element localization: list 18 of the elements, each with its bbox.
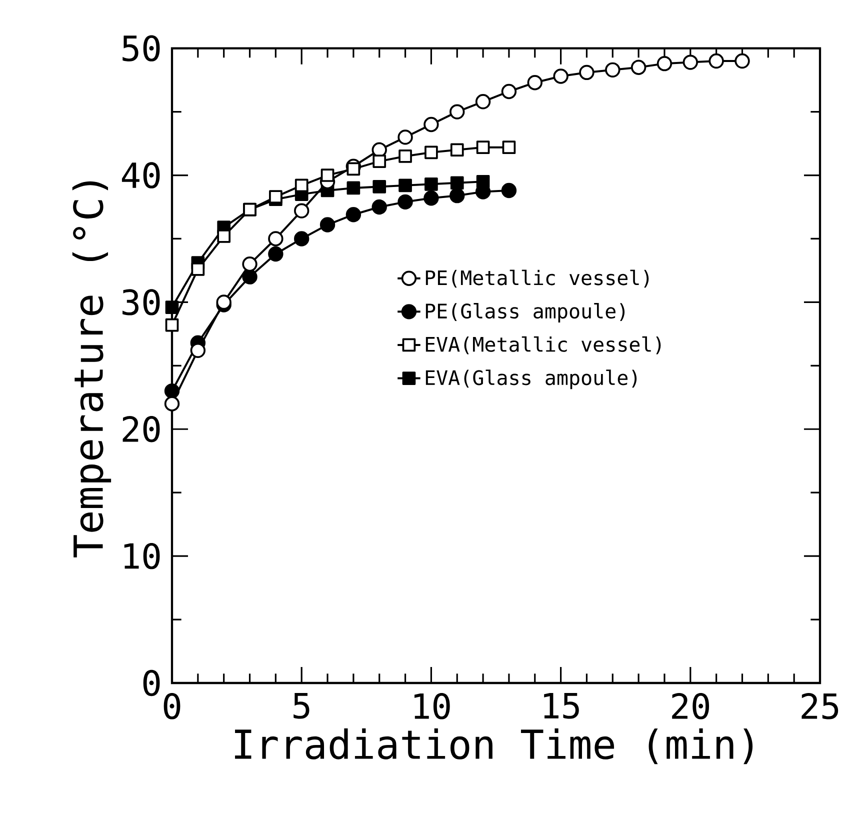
y-tick-label: 20 [122, 416, 160, 442]
y-tick-label: 30 [122, 289, 160, 316]
y-tick-label: 40 [122, 162, 160, 188]
legend-label: EVA(Glass ampoule) [426, 370, 637, 390]
y-tick-label: 10 [124, 542, 160, 570]
x-tick-label: 0 [164, 693, 180, 720]
legend-label: PE(Glass ampoule) [426, 303, 625, 322]
x-tick-label: 25 [802, 693, 838, 720]
x-tick-label: 20 [672, 693, 710, 720]
x-tick-label: 15 [544, 693, 579, 719]
y-tick-label: 50 [122, 35, 160, 62]
x-tick-label: 5 [294, 693, 310, 719]
y-tick-label: 0 [143, 670, 160, 696]
legend-label: EVA(Metallic vessel) [426, 336, 661, 354]
y-axis-title: Temperature (°C) [72, 181, 112, 558]
x-axis-title: Irradiation Time (min) [235, 728, 753, 764]
legend-label: PE(Metallic vessel) [426, 270, 649, 288]
x-tick-label: 10 [414, 693, 450, 720]
